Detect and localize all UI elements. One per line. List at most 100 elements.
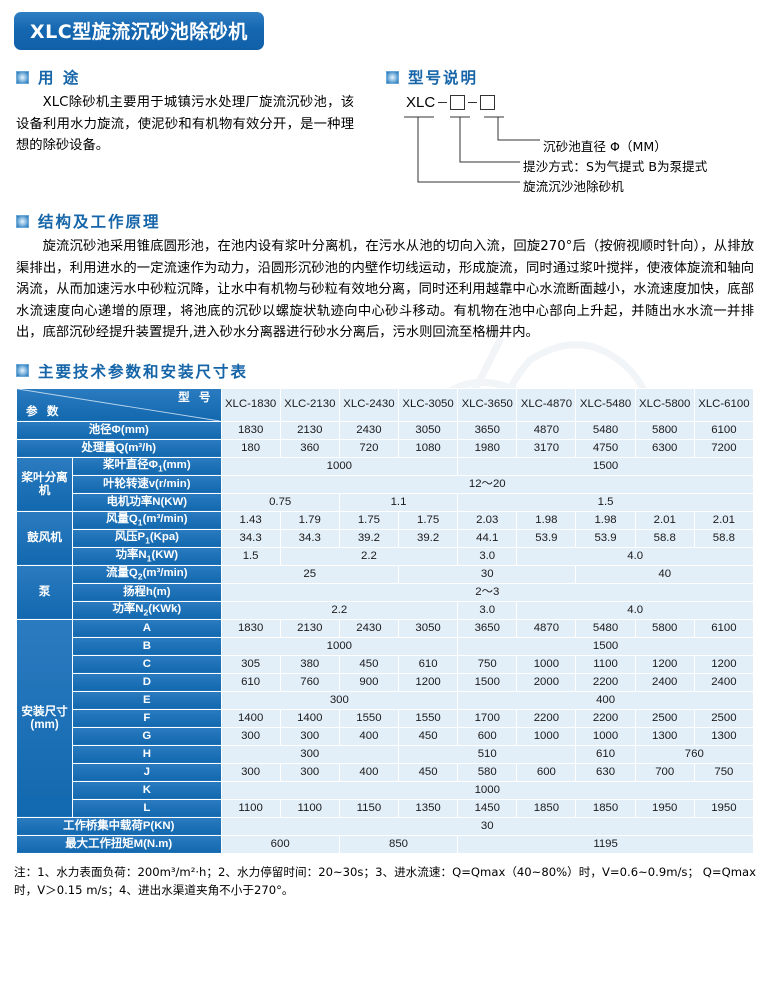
table-row-max-torque: 最大工作扭矩M(N.m) 600 850 1195 [16,834,754,854]
table-row-dim-l: L 1100 1100 1150 1350 1450 1850 1850 195… [17,798,755,818]
row-label-dim-k: K [72,780,222,800]
row-label-air-volume: 风量Q1(m³/min) [72,510,222,530]
air-pressure-7: 58.8 [634,528,695,548]
dim-f-0: 1400 [220,708,281,728]
table-row-bridge-load: 工作桥集中载荷P(KN) 30 [16,816,755,836]
dim-h-2: 610 [575,744,636,764]
dim-l-0: 1100 [220,798,281,818]
table-row-blade-diameter: 桨叶分离机 桨叶直径Φ1(mm) 1000 1500 [15,456,754,512]
model-label-lifting-type: 提沙方式：S为气提式 B为泵提式 [523,159,708,174]
blower-power-2: 3.0 [457,546,518,566]
dim-d-7: 2400 [634,672,695,692]
capacity-1: 360 [279,438,340,458]
row-label-max-torque: 最大工作扭矩M(N.m) [16,834,222,854]
pump-flow-1: 30 [397,564,577,584]
dim-c-0: 305 [220,654,281,674]
air-volume-4: 2.03 [457,510,518,530]
max-torque-1: 850 [338,834,459,854]
dim-g-5: 1000 [516,726,577,746]
dim-a-1: 2130 [279,618,340,638]
table-row-blower-power: 功率N1(KW) 1.5 2.2 3.0 4.0 [17,546,754,566]
row-label-dim-e: E [72,690,222,710]
flow-label-b: (m³/min) [142,566,188,579]
capacity-0: 180 [220,438,281,458]
usage-body-text: XLC除砂机主要用于城镇污水处理厂旋流沉砂池，该设备利用水力旋流，使泥砂和有机物… [16,95,354,154]
air-pressure-0: 34.3 [220,528,281,548]
header-corner-cell: 型 号 参 数 [16,387,222,422]
air-volume-7: 2.01 [634,510,695,530]
model-header-3: XLC-3050 [397,387,459,422]
group-label-pump: 泵 [15,564,74,620]
dim-g-4: 600 [457,726,518,746]
air-volume-5: 1.98 [516,510,577,530]
table-row-dim-k: K 1000 [17,780,755,800]
dim-j-0: 300 [220,762,281,782]
model-code-row: XLC [406,94,496,111]
dim-g-6: 1000 [575,726,636,746]
dim-c-2: 450 [338,654,400,674]
dim-j-2: 400 [338,762,400,782]
dim-c-1: 380 [279,654,340,674]
table-row-pump-power: 功率N2(KWk) 2.2 3.0 4.0 [17,600,754,620]
row-label-dim-l: L [72,798,222,818]
blower-power-1: 2.2 [279,546,459,566]
max-torque-0: 600 [220,834,340,854]
dim-l-5: 1850 [516,798,577,818]
dim-d-8: 2400 [693,672,755,692]
row-label-motor-power: 电机功率N(KW) [72,492,222,512]
dim-l-3: 1350 [397,798,459,818]
principle-body-text: 旋流沉砂池采用锥底圆形池，在池内设有浆叶分离机，在污水从池的切向入流，回旋270… [16,239,754,341]
table-row-air-volume: 鼓风机 风量Q1(m³/min) 1.43 1.79 1.75 1.75 2.0… [15,510,755,566]
specification-table: 型 号 参 数 XLC-1830 XLC-2130 XLC-2430 XLC-3… [15,387,755,854]
dim-j-4: 580 [457,762,518,782]
capacity-2: 720 [338,438,400,458]
section-header-specs: 主要技术参数和安装尺寸表 [16,360,770,382]
table-row-dim-b: B 1000 1500 [17,636,754,656]
dim-c-7: 1200 [634,654,695,674]
air-pressure-6: 53.9 [575,528,636,548]
row-label-bridge-load: 工作桥集中载荷P(KN) [16,816,222,836]
dim-f-7: 2500 [634,708,695,728]
dim-j-3: 450 [397,762,459,782]
section-title-model: 型号说明 [408,69,479,87]
dim-b-0: 1000 [220,636,459,656]
footnotes: 注：1、水力表面负荷：200m³/m²·h；2、水力停留时间：20~30s；3、… [14,864,756,898]
model-column: 型号说明 XLC [370,50,770,194]
table-row-dim-f: F 1400 1400 1550 1550 1700 2200 2200 250… [17,708,755,728]
row-label-dim-c: C [72,654,222,674]
header-label-model: 型 号 [178,390,214,404]
row-label-dim-g: G [72,726,222,746]
pool-dia-2: 2430 [338,420,400,440]
square-bullet-icon [16,214,29,228]
row-label-pool-diameter: 池径Φ(mm) [16,420,222,440]
pool-dia-4: 3650 [457,420,518,440]
dim-h-0: 300 [220,744,400,764]
group-label-install-dims: 安装尺寸 (mm) [15,618,74,818]
table-row-dim-d: D 610 760 900 1200 1500 2000 2200 2400 2… [17,672,755,692]
model-header-8: XLC-6100 [693,387,755,422]
dim-f-1: 1400 [279,708,340,728]
air-volume-1: 1.79 [279,510,340,530]
dim-h-3: 760 [634,744,755,764]
dim-l-4: 1450 [457,798,518,818]
table-row-impeller-speed: 叶轮转速v(r/min) 12～20 [17,474,755,494]
air-volume-6: 1.98 [575,510,636,530]
dim-g-1: 300 [279,726,340,746]
blade-dia-1: 1500 [457,456,754,476]
dim-c-6: 1100 [575,654,636,674]
page-title: XLC型旋流沉砂池除砂机 [14,12,264,50]
blade-dia-0: 1000 [220,456,459,476]
dim-g-7: 1300 [634,726,695,746]
pool-dia-1: 2130 [279,420,340,440]
air-pressure-2: 39.2 [338,528,400,548]
row-label-capacity: 处理量Q(m³/h) [16,438,222,458]
dim-b-1: 1500 [457,636,754,656]
dim-d-6: 2200 [575,672,636,692]
table-row-air-pressure: 风压P1(Kpa) 34.3 34.3 39.2 39.2 44.1 53.9 … [17,528,755,548]
air-volume-0: 1.43 [220,510,281,530]
air-volume-8: 2.01 [693,510,755,530]
dim-d-2: 900 [338,672,400,692]
pump-flow-0: 25 [220,564,400,584]
air-volume-2: 1.75 [338,510,400,530]
capacity-3: 1080 [397,438,459,458]
